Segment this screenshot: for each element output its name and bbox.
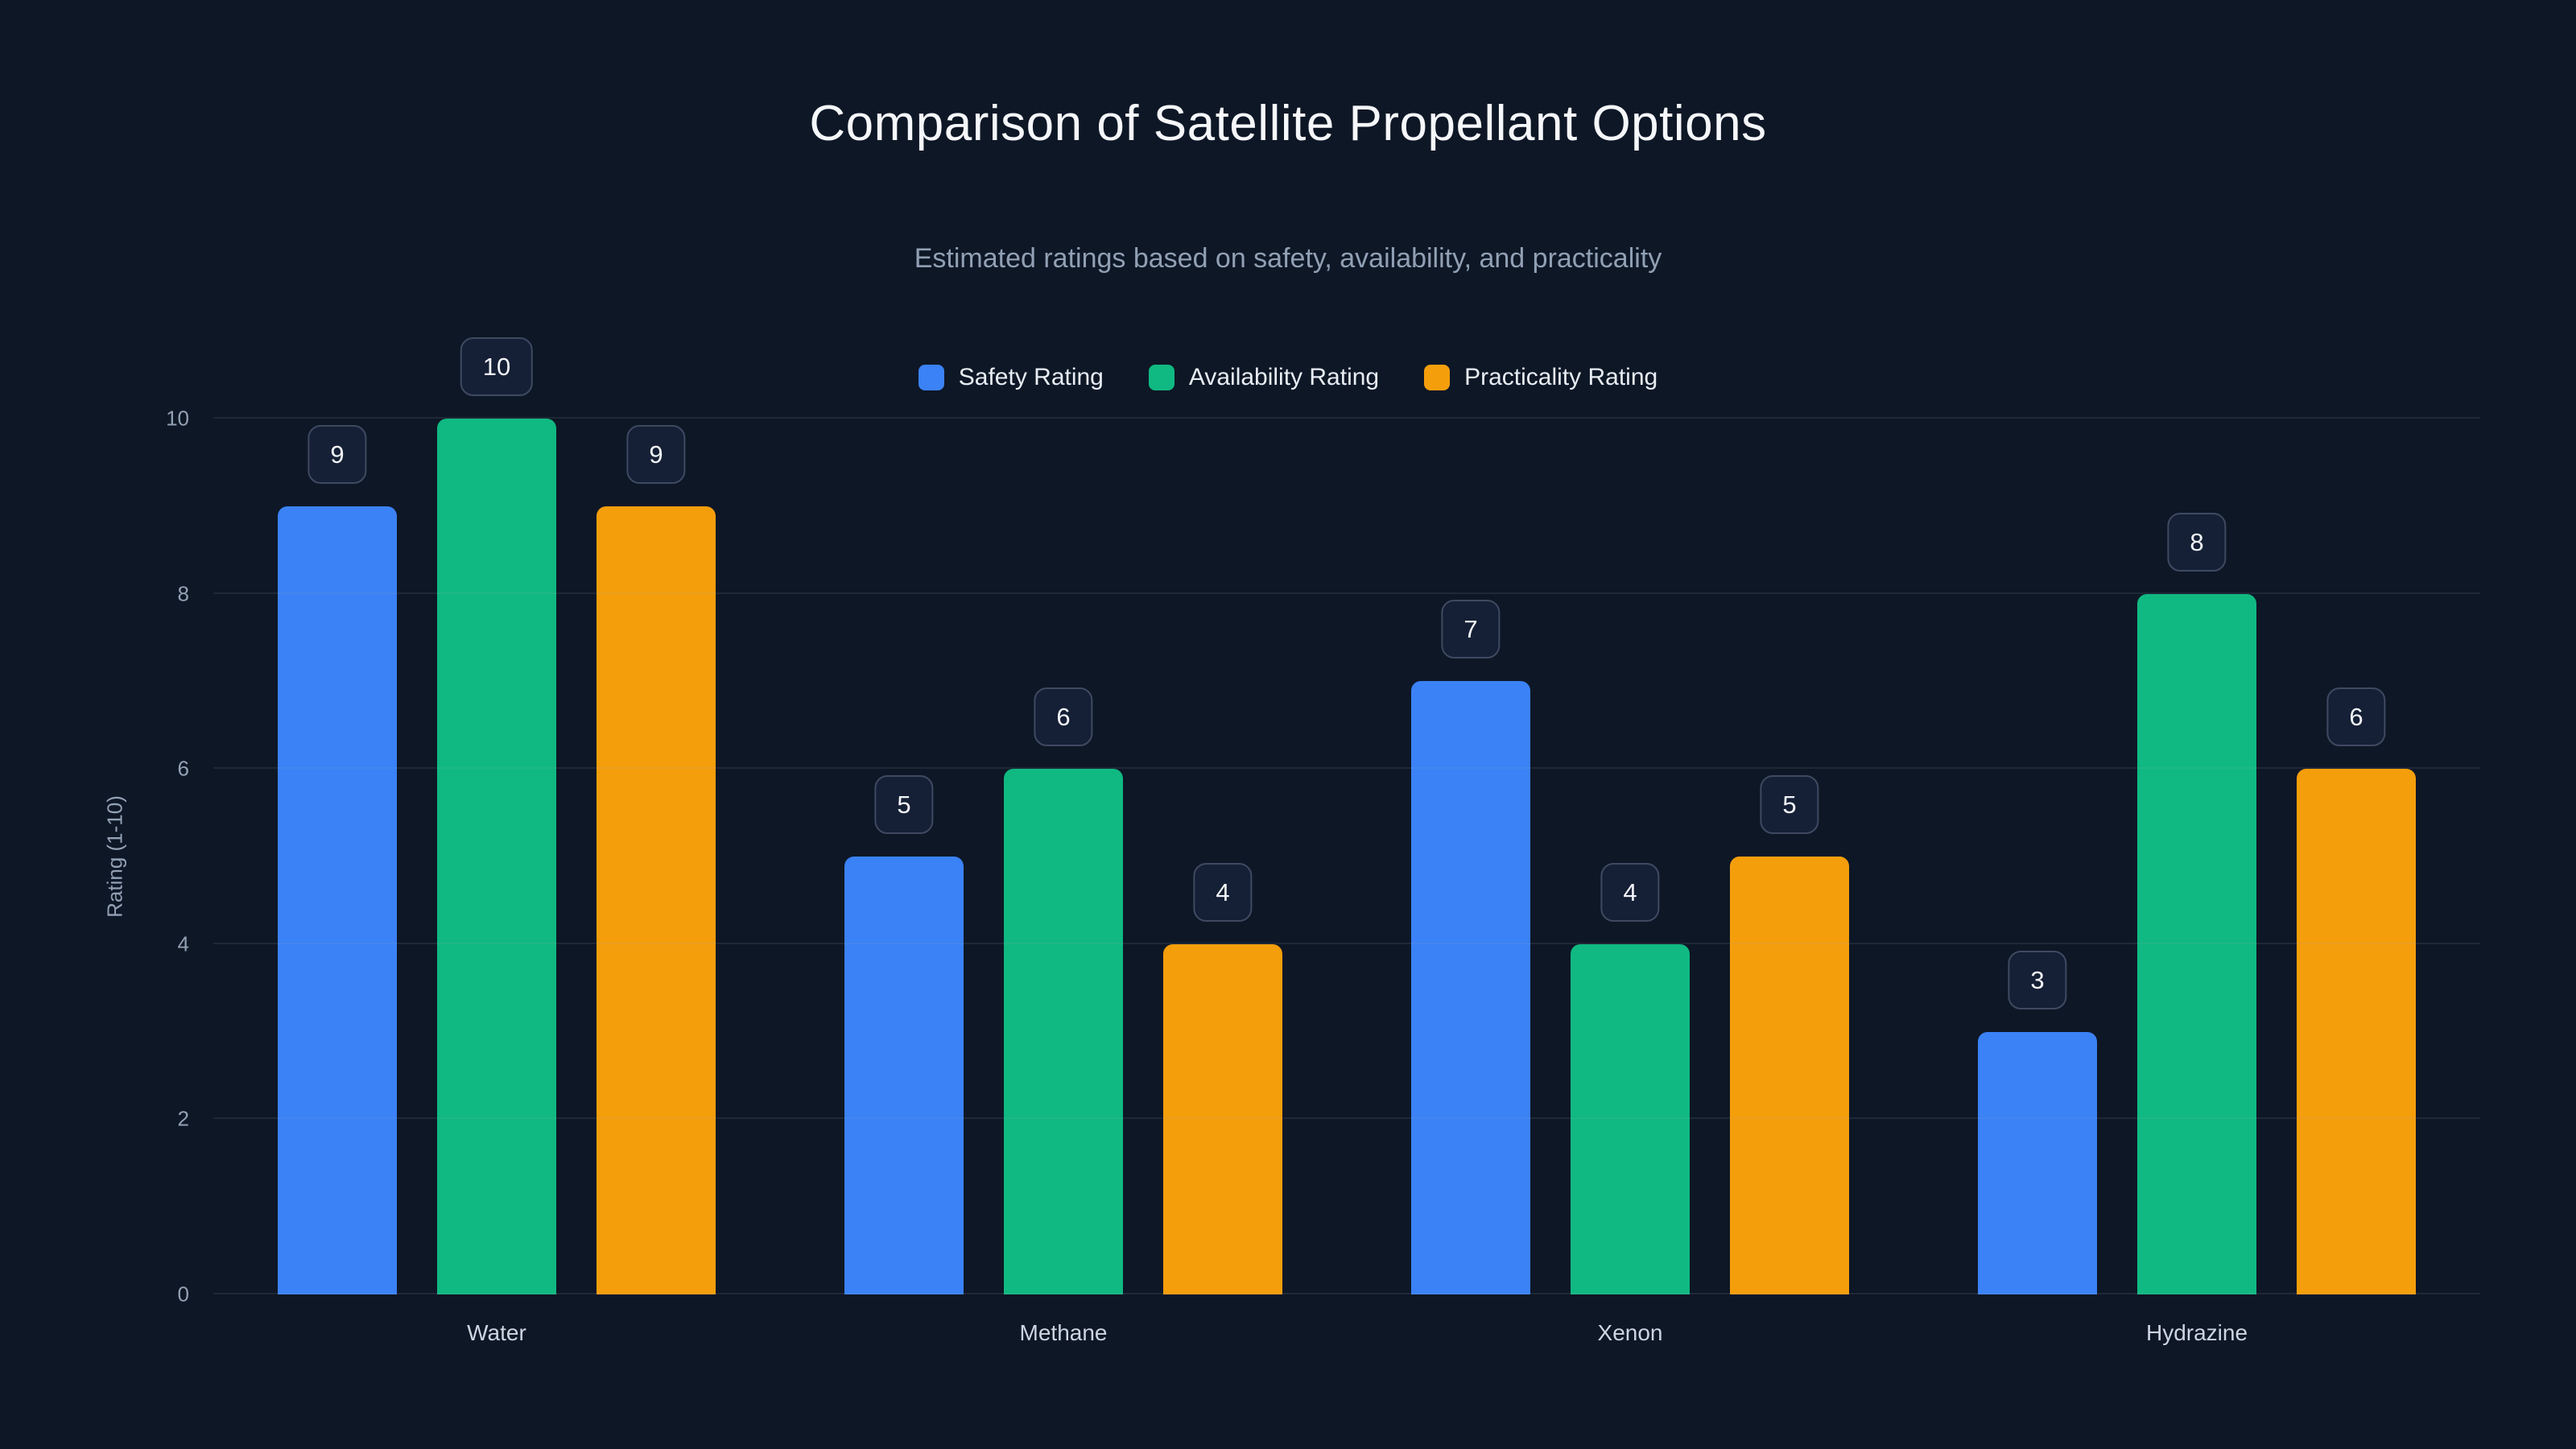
gridline (213, 942, 2480, 944)
legend-label: Practicality Rating (1464, 364, 1658, 390)
value-label: 6 (2326, 687, 2386, 747)
y-axis-tick: 10 (166, 406, 189, 431)
bar-safety-xenon: 7 (1411, 600, 1530, 1294)
value-label: 3 (2008, 950, 2067, 1009)
chart-subtitle: Estimated ratings based on safety, avail… (914, 243, 1662, 274)
y-axis-tick: 0 (177, 1282, 189, 1307)
legend-item-practicality-rating: Practicality Rating (1424, 364, 1657, 391)
bar-safety-methane: 5 (844, 775, 964, 1294)
legend: Safety Rating Availability Rating Practica… (0, 364, 2576, 391)
bar-group-methane: 5 6 4 Methane (780, 419, 1347, 1345)
chart-title: Comparison of Satellite Propellant Optio… (809, 96, 1767, 151)
legend-swatch-icon (918, 365, 944, 390)
value-label: 7 (1441, 600, 1501, 659)
value-label: 4 (1193, 862, 1253, 922)
bar-practicality-hydrazine: 6 (2297, 687, 2416, 1294)
y-axis-tick: 6 (177, 756, 189, 781)
bar-safety-hydrazine: 3 (1978, 950, 2097, 1294)
bar-groups: 9 10 9 Water 5 6 4 Methane 7 4 5 Xenon 3 8 6 Hydrazine (213, 337, 2480, 1345)
gridline (213, 592, 2480, 594)
value-label: 5 (1760, 775, 1819, 834)
bar-availability-methane: 6 (1004, 687, 1123, 1294)
bar-practicality-water: 9 (597, 424, 716, 1294)
bar-availability-xenon: 4 (1571, 862, 1690, 1294)
x-axis-label: Hydrazine (2145, 1320, 2248, 1345)
value-label: 8 (2167, 512, 2227, 572)
gridline (213, 417, 2480, 419)
bar-group-hydrazine: 3 8 6 Hydrazine (1913, 419, 2480, 1345)
y-axis-title: Rating (1-10) (102, 795, 127, 918)
legend-swatch-icon (1424, 365, 1451, 390)
y-axis-tick: 4 (177, 931, 189, 956)
legend-label: Availability Rating (1188, 364, 1380, 390)
gridline (213, 767, 2480, 770)
bar-group-xenon: 7 4 5 Xenon (1347, 419, 1913, 1345)
bar-group-water: 9 10 9 Water (213, 337, 780, 1345)
x-axis-label: Water (467, 1320, 526, 1345)
legend-item-availability-rating: Availability Rating (1148, 364, 1380, 391)
legend-item-safety-rating: Safety Rating (918, 364, 1104, 391)
value-label: 10 (460, 337, 534, 396)
y-axis-tick: 8 (177, 581, 189, 606)
value-label: 9 (626, 424, 686, 484)
plot-area: 9 10 9 Water 5 6 4 Methane 7 4 5 Xenon 3 8 6 Hydrazine … (166, 337, 2480, 1345)
bar-practicality-xenon: 5 (1730, 775, 1849, 1294)
legend-label: Safety Rating (958, 364, 1104, 390)
bar-availability-hydrazine: 8 (2137, 512, 2256, 1294)
value-label: 9 (308, 424, 367, 484)
bar-practicality-methane: 4 (1163, 862, 1282, 1294)
y-axis-tick: 2 (177, 1106, 189, 1131)
value-label: 5 (874, 775, 934, 834)
gridline (213, 1117, 2480, 1120)
legend-swatch-icon (1148, 365, 1174, 390)
x-axis-label: Methane (1019, 1320, 1108, 1345)
bar-availability-water: 10 (437, 337, 556, 1294)
bar-safety-water: 9 (278, 424, 397, 1294)
x-axis-label: Xenon (1597, 1320, 1663, 1345)
value-label: 6 (1034, 687, 1093, 747)
gridline (213, 1293, 2480, 1294)
value-label: 4 (1600, 862, 1660, 922)
